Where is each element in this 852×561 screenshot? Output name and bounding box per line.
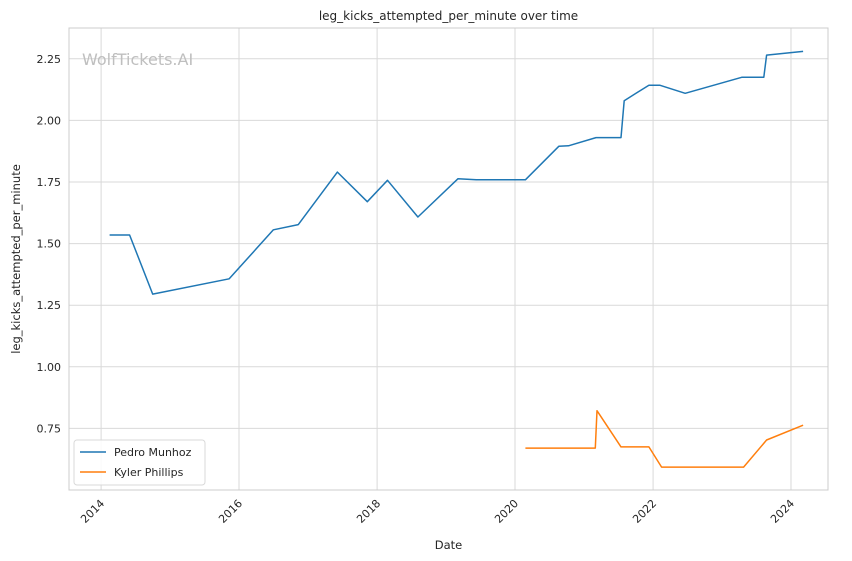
series-line — [525, 409, 804, 468]
x-tick-label: 2022 — [630, 497, 659, 526]
chart-title: leg_kicks_attempted_per_minute over time — [319, 9, 578, 23]
y-tick-label: 2.00 — [37, 114, 62, 127]
y-tick-label: 1.75 — [37, 176, 62, 189]
legend: Pedro Munhoz Kyler Phillips — [73, 439, 206, 486]
y-tick-label: 0.75 — [37, 422, 62, 435]
y-tick-label: 1.50 — [37, 238, 62, 251]
x-tick-label: 2016 — [216, 497, 245, 526]
x-axis-title: Date — [435, 538, 463, 552]
y-tick-label: 1.25 — [37, 299, 62, 312]
y-tick-label: 1.00 — [37, 361, 62, 374]
legend-label: Kyler Phillips — [114, 466, 184, 479]
y-axis-ticks: 0.75 1.00 1.25 1.50 1.75 2.00 2.25 — [37, 53, 62, 436]
series-group — [109, 50, 804, 468]
legend-label: Pedro Munhoz — [114, 446, 192, 459]
grid — [69, 28, 828, 490]
x-tick-label: 2018 — [354, 497, 383, 526]
watermark-text: WolfTickets.AI — [82, 50, 193, 69]
plot-frame — [68, 27, 829, 491]
legend-box — [73, 439, 206, 486]
x-tick-label: 2024 — [768, 497, 797, 526]
x-tick-label: 2020 — [492, 497, 521, 526]
y-axis-title: leg_kicks_attempted_per_minute — [9, 164, 23, 354]
series-line — [109, 50, 804, 295]
x-tick-label: 2014 — [78, 497, 107, 526]
y-tick-label: 2.25 — [37, 53, 62, 66]
x-axis-ticks: 2014 2016 2018 2020 2022 2024 — [78, 497, 797, 526]
